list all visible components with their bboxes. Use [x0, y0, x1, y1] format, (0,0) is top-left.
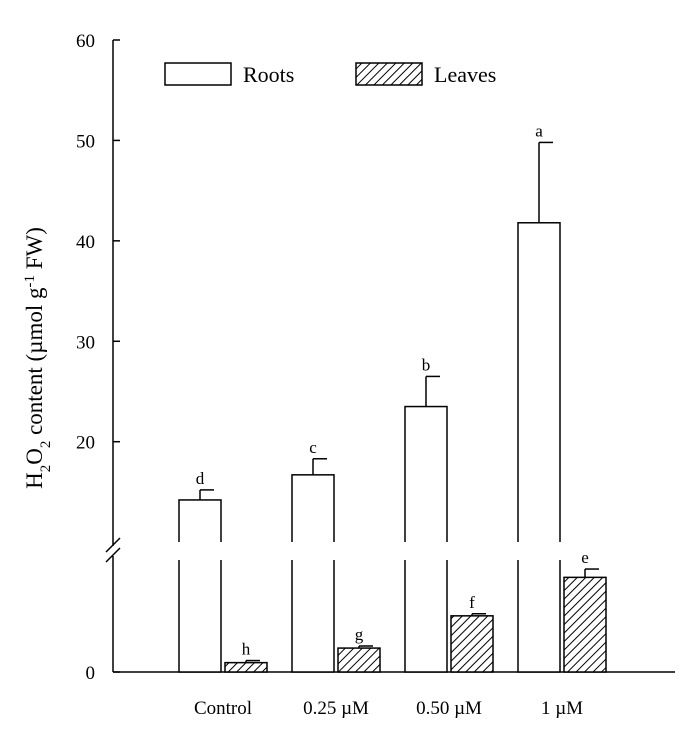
y-title-part-1: 2 — [38, 465, 54, 473]
y-title-part-3: 2 — [38, 441, 54, 449]
legend: Roots Leaves — [164, 62, 496, 87]
significance-letter: g — [355, 625, 364, 644]
significance-letter: c — [309, 438, 317, 457]
y-title-part-2: O — [22, 448, 47, 465]
y-title-part-4: content (µmol g — [22, 287, 47, 441]
bar-leaves — [450, 615, 494, 673]
category-labels: Control 0.25 µM 0.50 µM 1 µM — [194, 698, 583, 719]
bar-roots — [404, 405, 448, 673]
y-title-part-0: H — [22, 472, 47, 489]
bar-leaves — [563, 576, 607, 673]
y-tick-label: 30 — [76, 332, 95, 353]
y-tick-label: 40 — [76, 232, 95, 253]
bar-break-gap — [516, 542, 562, 560]
bar-leaves — [224, 661, 268, 673]
bars: d c b a h g f e — [177, 121, 607, 673]
significance-letter: e — [581, 548, 589, 567]
legend-label-roots: Roots — [243, 62, 294, 87]
significance-letter: h — [242, 640, 251, 659]
category-label: Control — [194, 698, 252, 719]
axis-break — [105, 537, 121, 563]
bar-break-gap — [403, 542, 449, 560]
legend-swatch-roots — [164, 62, 232, 86]
bar-roots — [517, 222, 561, 673]
significance-letter: d — [196, 469, 205, 488]
y-tick-label: 60 — [76, 31, 95, 52]
bar-roots — [178, 499, 222, 673]
y-title-part-5: -1 — [22, 275, 38, 288]
y-title-part-6: FW) — [22, 227, 47, 275]
y-tick-label: 50 — [76, 131, 95, 152]
y-tick-label: 0 — [86, 663, 96, 684]
legend-label-leaves: Leaves — [434, 62, 496, 87]
significance-letter: a — [535, 121, 543, 140]
y-tick-label: 20 — [76, 433, 95, 454]
category-label: 0.25 µM — [303, 698, 369, 719]
y-axis-title: H2O2 content (µmol g-1 FW) — [22, 227, 54, 489]
bar-break-gap — [290, 542, 336, 560]
category-label: 0.50 µM — [416, 698, 482, 719]
bar-roots — [291, 474, 335, 673]
category-label: 1 µM — [541, 698, 583, 719]
bar-break-gap — [177, 542, 223, 560]
significance-letter: f — [469, 593, 475, 612]
legend-swatch-leaves — [355, 62, 423, 86]
bar-leaves — [337, 647, 381, 673]
y-ticks: 0 20 30 40 50 60 — [76, 31, 120, 684]
significance-letter: b — [422, 355, 431, 374]
